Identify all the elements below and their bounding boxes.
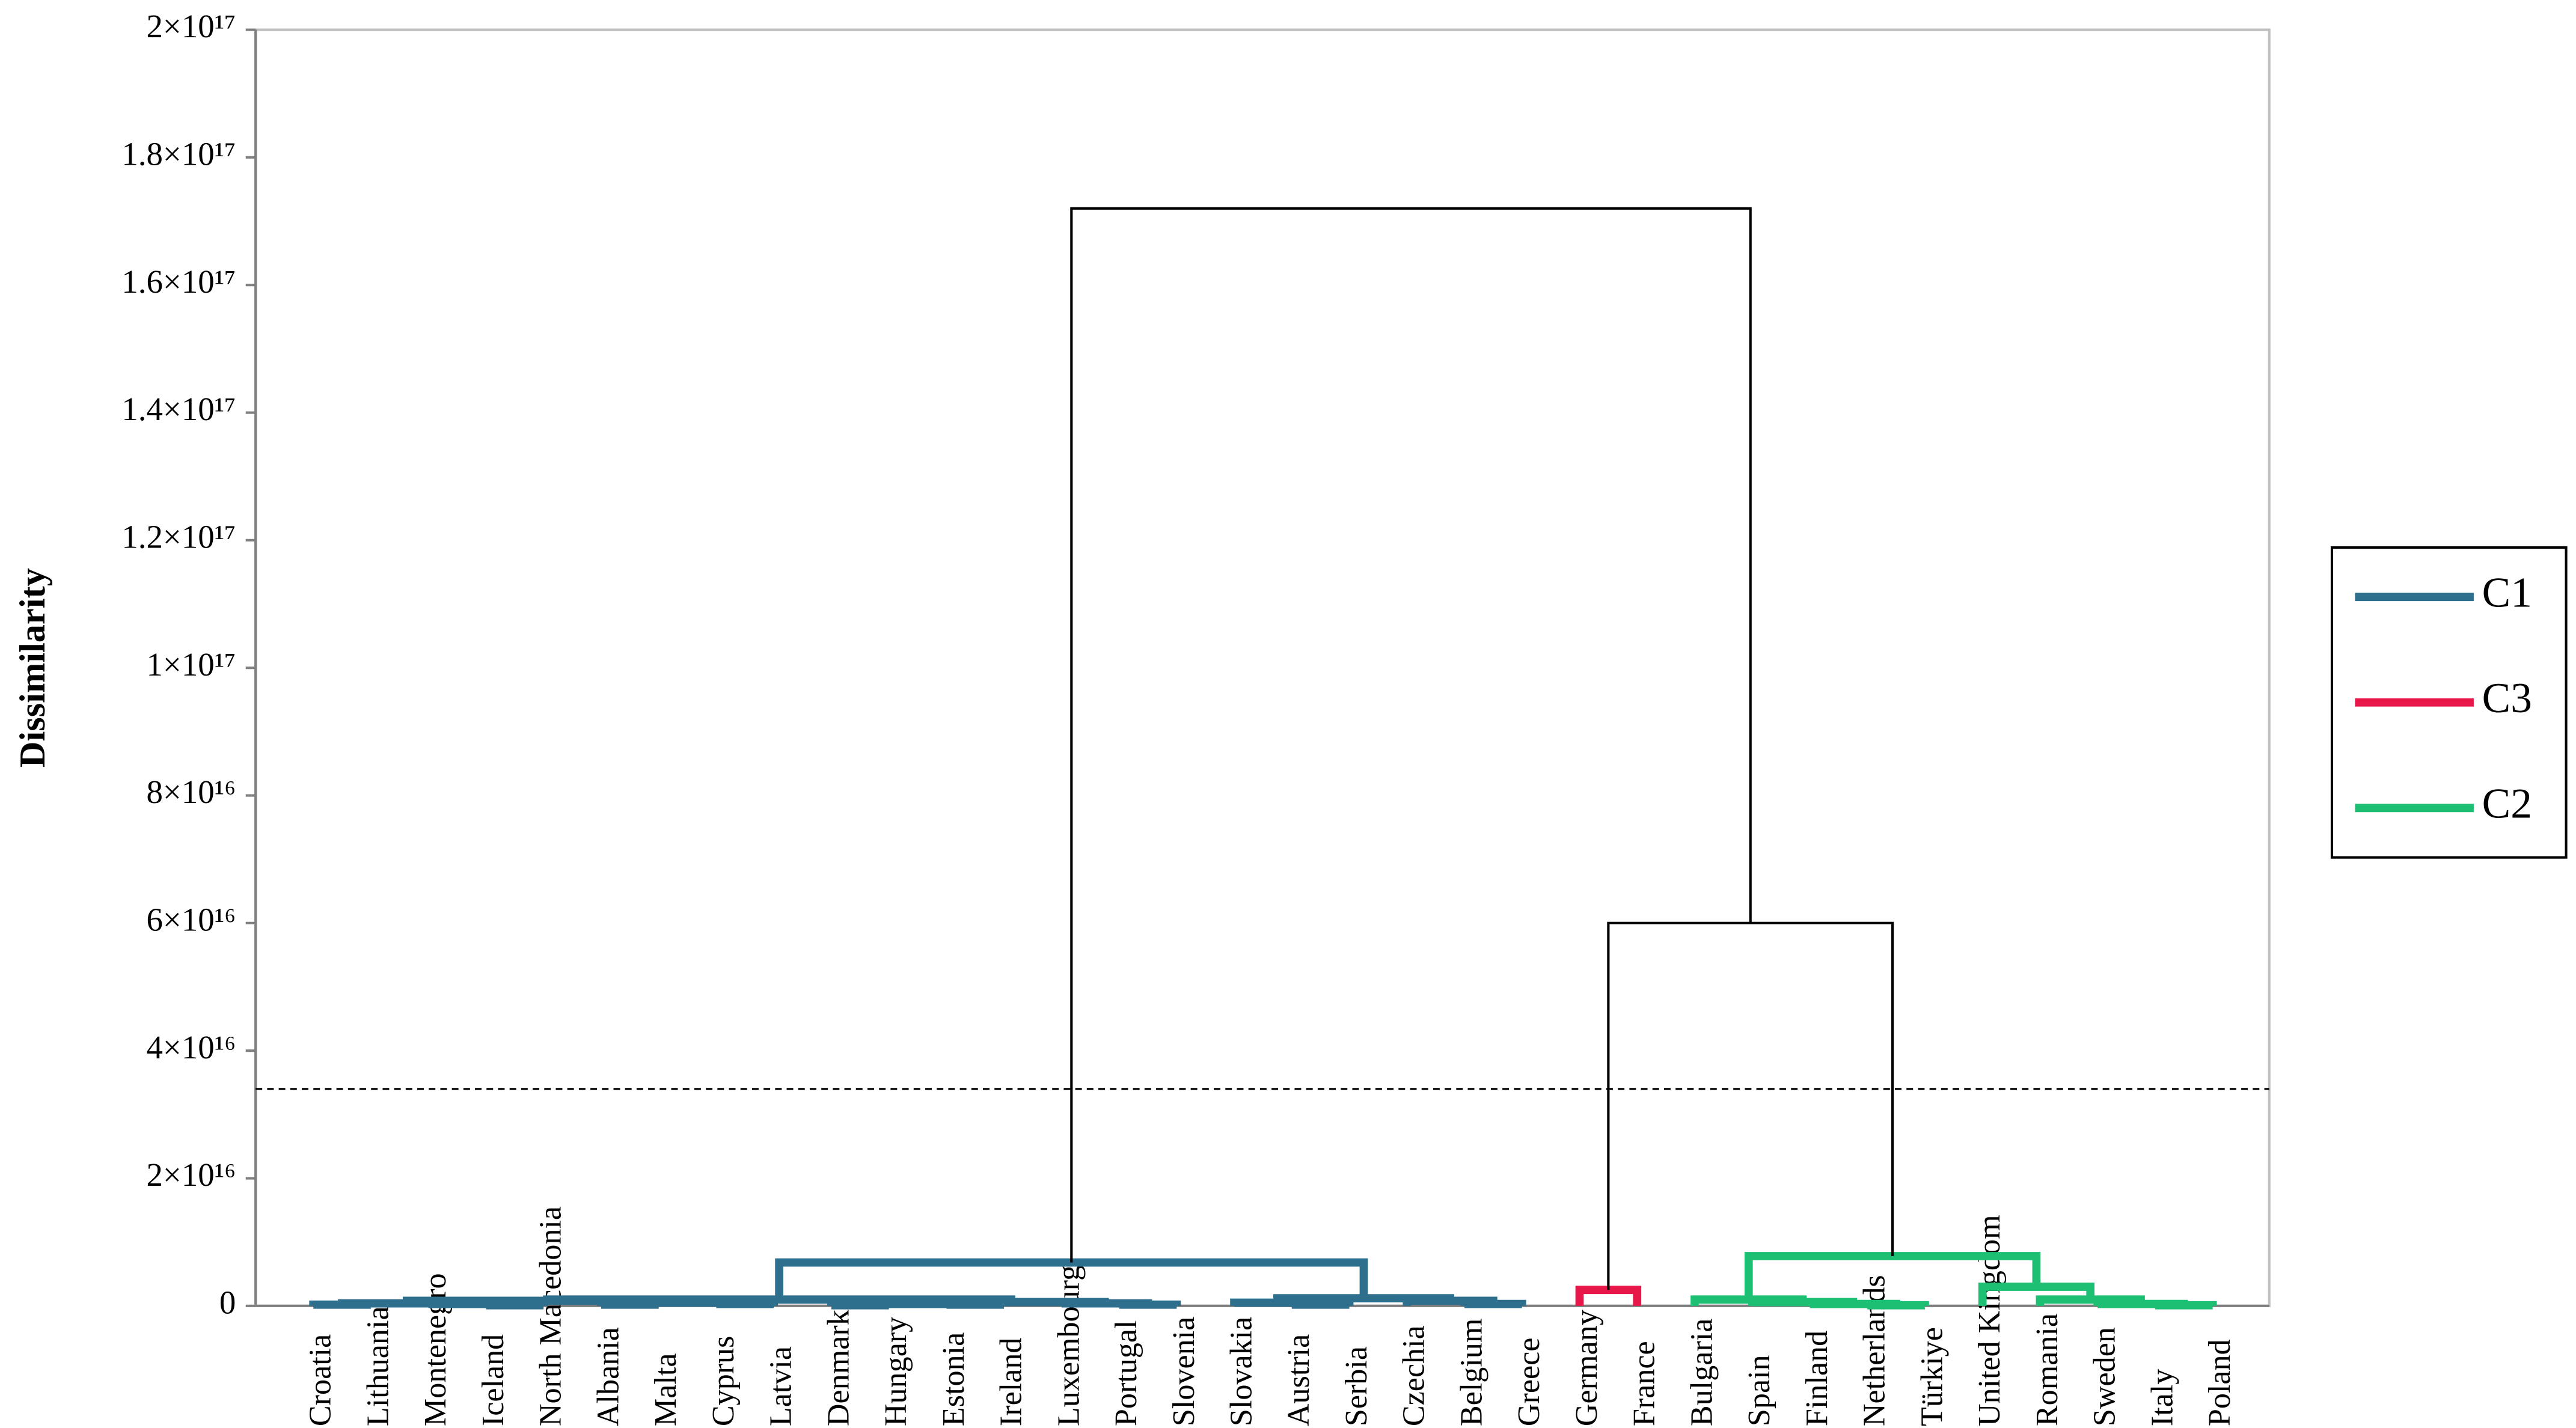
leaf-label: Malta (649, 1353, 683, 1427)
y-tick-label: 1.6×10¹⁷ (121, 263, 236, 300)
y-tick-label: 1×10¹⁷ (146, 646, 236, 683)
plot-frame (254, 28, 2271, 1307)
leaf-label: Denmark (821, 1309, 855, 1426)
y-tick-label: 4×10¹⁶ (146, 1029, 236, 1066)
y-tick-label: 2×10¹⁷ (146, 8, 236, 44)
leaf-label: Latvia (764, 1346, 798, 1426)
dendrogram-link (543, 1295, 1015, 1304)
leaf-label: Sweden (2088, 1327, 2122, 1426)
leaf-label: Iceland (476, 1334, 510, 1426)
leaf-label: Cyprus (706, 1336, 741, 1427)
leaf-label: Belgium (1454, 1319, 1488, 1426)
leaf-label: Bulgaria (1684, 1319, 1719, 1426)
leaf-label: Czechia (1397, 1325, 1431, 1426)
leaf-label: Montenegro (418, 1273, 453, 1426)
leaf-label: Albania (591, 1327, 625, 1426)
leaf-label: Finland (1800, 1331, 1834, 1426)
y-tick-label: 2×10¹⁶ (146, 1156, 236, 1193)
leaf-label: North Macedonia (534, 1206, 568, 1426)
legend-label: C3 (2482, 674, 2532, 722)
leaf-label: Portugal (1109, 1320, 1143, 1427)
y-tick-label: 0 (219, 1284, 236, 1320)
leaf-label: Slovenia (1167, 1317, 1201, 1426)
dendrogram-link (1273, 1294, 1454, 1303)
y-tick-label: 1.2×10¹⁷ (121, 518, 236, 555)
leaf-label: Croatia (304, 1334, 338, 1426)
leaf-label: Germany (1570, 1310, 1604, 1426)
leaf-label: Slovakia (1224, 1317, 1258, 1426)
leaf-label: Greece (1512, 1338, 1546, 1427)
leaf-label: Ireland (994, 1338, 1029, 1427)
leaf-label: Poland (2203, 1339, 2237, 1426)
dendrogram-link (1575, 1286, 1642, 1306)
y-tick-label: 6×10¹⁶ (146, 901, 236, 938)
y-tick-label: 1.4×10¹⁷ (121, 391, 236, 427)
leaf-label: Italy (2145, 1369, 2179, 1427)
leaf-label: Estonia (937, 1332, 971, 1426)
dendrogram-link (1230, 1298, 1325, 1307)
legend-label: C1 (2482, 569, 2532, 617)
leaf-label: France (1627, 1341, 1662, 1426)
leaf-label: Netherlands (1858, 1275, 1892, 1426)
dendrogram-link (2093, 1299, 2188, 1308)
leaf-label: Türkiye (1915, 1327, 1949, 1426)
leaf-label: United Kingdom (1972, 1215, 2007, 1426)
y-tick-label: 8×10¹⁶ (146, 774, 236, 810)
dendrogram-link (1607, 921, 1894, 1290)
leaf-label: Luxembourg (1051, 1265, 1086, 1426)
leaf-label: Austria (1282, 1334, 1316, 1426)
leaf-label: Serbia (1339, 1346, 1374, 1426)
leaf-label: Spain (1742, 1355, 1776, 1426)
leaf-label: Lithuania (361, 1306, 395, 1426)
dendrogram-link (1070, 207, 1752, 1263)
leaf-label: Romania (2030, 1313, 2064, 1426)
y-tick-label: 1.8×10¹⁷ (121, 135, 236, 172)
y-axis-title: Dissimilarity (13, 568, 53, 767)
leaf-label: Hungary (879, 1317, 913, 1426)
legend-label: C2 (2482, 780, 2532, 828)
